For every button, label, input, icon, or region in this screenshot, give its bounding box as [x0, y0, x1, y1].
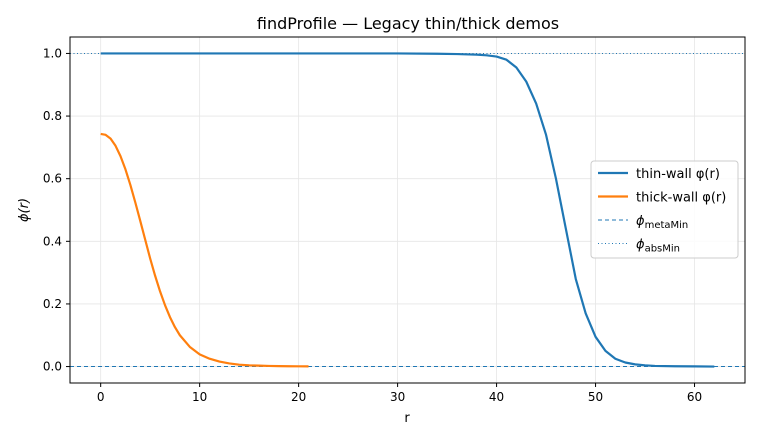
- x-tick-label: 30: [390, 390, 405, 404]
- x-tick-label: 0: [97, 390, 105, 404]
- legend-label: thick-wall φ(r): [636, 191, 726, 206]
- x-tick-label: 50: [588, 390, 603, 404]
- series-line-1: [100, 132, 309, 368]
- y-tick-label: 0.0: [43, 360, 62, 374]
- y-tick-label: 0.4: [43, 234, 62, 248]
- y-tick-label: 0.2: [43, 297, 62, 311]
- x-tick-label: 20: [291, 390, 306, 404]
- y-tick-label: 0.8: [43, 109, 62, 123]
- y-tick-label: 0.6: [43, 172, 62, 186]
- legend-label: ϕmetaMin: [636, 214, 688, 231]
- legend: thin-wall φ(r) thick-wall φ(r) ϕmetaMin ϕab…: [590, 160, 739, 259]
- series-layer: [100, 52, 715, 368]
- y-axis-label: ϕ(r): [17, 198, 32, 222]
- series-line-0: [100, 52, 715, 368]
- plot-frame: [69, 36, 746, 384]
- chart-title: findProfile — Legacy thin/thick demos: [257, 14, 559, 33]
- y-tick-label: 1.0: [43, 46, 62, 60]
- x-tick-label: 60: [687, 390, 702, 404]
- legend-label: ϕabsMin: [636, 238, 680, 255]
- x-tick-label: 40: [489, 390, 504, 404]
- y-ticks: 0.0 0.2 0.4 0.6 0.8 1.0: [43, 46, 70, 374]
- legend-box: [590, 160, 739, 259]
- x-ticks: 0 10 20 30 40 50 60: [97, 383, 702, 404]
- x-tick-label: 10: [192, 390, 207, 404]
- x-axis-label: r: [404, 411, 410, 426]
- legend-label: thin-wall φ(r): [636, 167, 720, 182]
